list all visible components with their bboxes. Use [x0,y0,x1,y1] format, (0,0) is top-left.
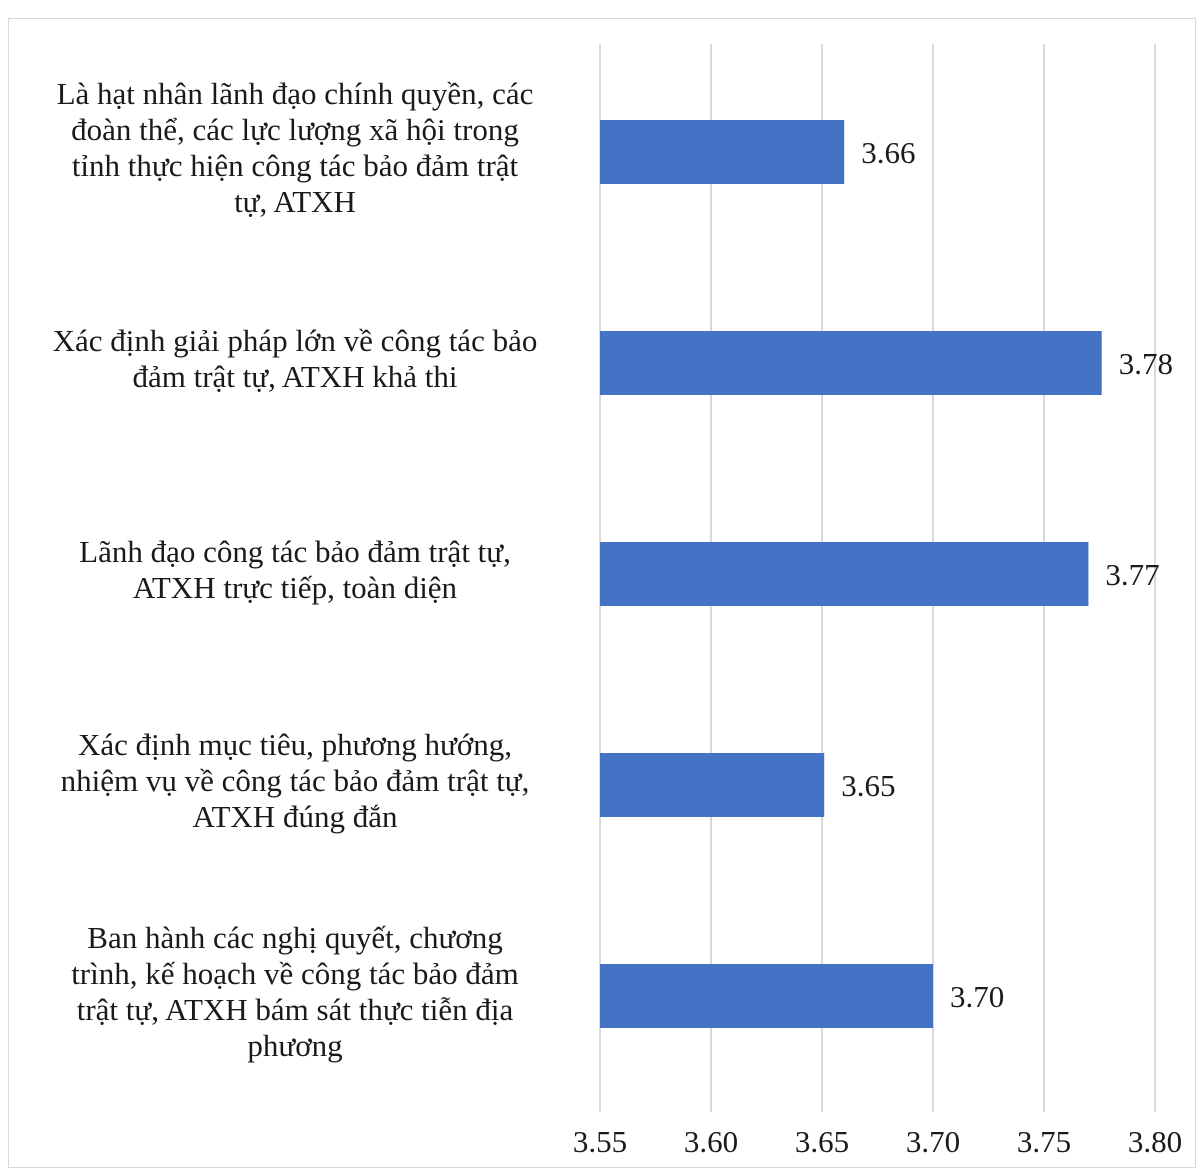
x-tick-label: 3.65 [795,1124,849,1159]
category-label-line: trật tự, ATXH bám sát thực tiễn địa [76,992,514,1027]
value-labels: 3.66 3.78 3.77 3.65 3.70 [841,135,1173,1014]
category-label-line: Xác định mục tiêu, phương hướng, [77,727,512,762]
x-axis-ticks: 3.55 3.60 3.65 3.70 3.75 3.80 [573,1124,1182,1159]
category-label-line: Ban hành các nghị quyết, chương [87,920,503,955]
category-label: Là hạt nhân lãnh đạo chính quyền, các đoà… [0,76,590,220]
bar [600,542,1089,606]
category-label-line: Là hạt nhân lãnh đạo chính quyền, các [56,76,534,111]
x-tick-label: 3.60 [684,1124,738,1159]
data-label: 3.65 [841,768,895,803]
data-label: 3.77 [1105,557,1159,592]
category-label-line: phương [247,1028,343,1063]
category-label-line: Lãnh đạo công tác bảo đảm trật tự, [79,534,511,569]
data-label: 3.70 [950,979,1004,1014]
category-label: Xác định giải pháp lớn về công tác bảo đả… [0,323,590,395]
category-label-line: trình, kế hoạch về công tác bảo đảm [71,956,519,991]
x-tick-label: 3.70 [906,1124,960,1159]
category-label-line: tự, ATXH [234,184,356,219]
x-tick-label: 3.55 [573,1124,627,1159]
bar [600,964,933,1028]
category-label: Lãnh đạo công tác bảo đảm trật tự, ATXH t… [0,534,590,606]
category-label-line: đoàn thể, các lực lượng xã hội trong [71,112,519,147]
category-label-line: tỉnh thực hiện công tác bảo đảm trật [71,148,519,183]
data-label: 3.78 [1119,346,1173,381]
bars [600,120,1102,1028]
category-label-line: Xác định giải pháp lớn về công tác bảo [52,323,538,358]
bar [600,753,825,817]
category-label: Xác định mục tiêu, phương hướng, nhiệm vụ… [0,727,590,835]
data-label: 3.66 [861,135,915,170]
category-label-line: nhiệm vụ về công tác bảo đảm trật tự, [60,763,530,798]
category-label: Ban hành các nghị quyết, chương trình, kế… [0,920,590,1064]
x-tick-label: 3.75 [1017,1124,1071,1159]
bar [600,331,1102,395]
category-label-line: đảm trật tự, ATXH khả thi [132,359,458,394]
category-label-line: ATXH đúng đắn [192,799,398,834]
bar [600,120,845,184]
category-label-line: ATXH trực tiếp, toàn diện [132,570,458,605]
x-tick-label: 3.80 [1128,1124,1182,1159]
